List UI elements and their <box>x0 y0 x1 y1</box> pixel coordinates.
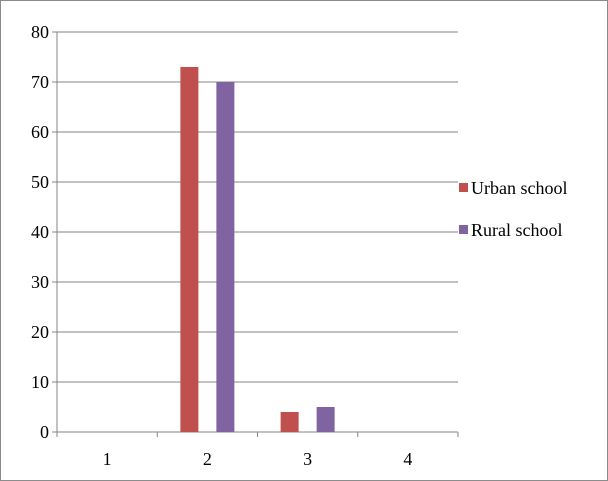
y-tick-label: 80 <box>31 22 49 42</box>
y-tick-labels: 0 10 20 30 40 50 60 70 80 <box>31 22 49 442</box>
legend-swatch <box>459 225 468 234</box>
legend: Urban school Rural school <box>459 178 567 240</box>
x-tick-label: 4 <box>403 449 412 469</box>
y-tick-label: 20 <box>31 322 49 342</box>
bar-rural-school-3 <box>316 407 335 432</box>
x-tick-labels: 1 2 3 4 <box>103 449 413 469</box>
x-tick-label: 2 <box>203 449 212 469</box>
y-tick-label: 30 <box>31 272 49 292</box>
bar-urban-school-2 <box>180 67 199 432</box>
x-tick-label: 3 <box>303 449 312 469</box>
gridlines <box>57 31 458 383</box>
legend-swatch <box>459 183 468 192</box>
y-tick-label: 40 <box>31 222 49 242</box>
x-tick-label: 1 <box>103 449 112 469</box>
y-tick-label: 10 <box>31 372 49 392</box>
bar-rural-school-2 <box>216 82 235 432</box>
bar-urban-school-3 <box>280 412 299 432</box>
y-tick-label: 50 <box>31 172 49 192</box>
y-tick-label: 70 <box>31 72 49 92</box>
y-tick-label: 60 <box>31 122 49 142</box>
legend-label: Urban school <box>471 178 567 198</box>
axes <box>52 31 459 437</box>
y-tick-label: 0 <box>40 422 49 442</box>
legend-label: Rural school <box>471 220 563 240</box>
bars <box>180 67 335 432</box>
